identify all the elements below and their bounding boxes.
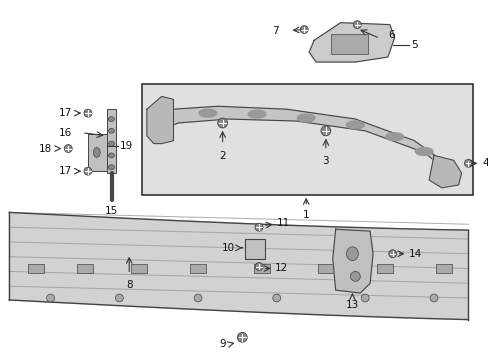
Bar — [435, 264, 451, 273]
Text: 17: 17 — [59, 108, 72, 118]
Circle shape — [217, 118, 227, 128]
Circle shape — [300, 26, 307, 33]
Text: 10: 10 — [222, 243, 235, 253]
Ellipse shape — [350, 271, 360, 281]
Ellipse shape — [108, 141, 114, 146]
Circle shape — [255, 262, 263, 270]
Ellipse shape — [385, 133, 403, 141]
Polygon shape — [428, 156, 461, 188]
Ellipse shape — [108, 165, 114, 170]
Bar — [28, 264, 43, 273]
Ellipse shape — [199, 109, 216, 117]
Polygon shape — [332, 229, 372, 293]
Text: 13: 13 — [345, 300, 358, 310]
Text: 15: 15 — [104, 206, 118, 216]
Bar — [131, 264, 146, 273]
Text: 14: 14 — [407, 249, 421, 259]
Circle shape — [84, 109, 92, 117]
Polygon shape — [157, 106, 448, 180]
Bar — [77, 264, 93, 273]
Circle shape — [388, 250, 396, 258]
Bar — [142, 84, 472, 195]
Ellipse shape — [414, 148, 432, 156]
Bar — [88, 134, 106, 171]
Text: 3: 3 — [322, 156, 328, 166]
Text: 18: 18 — [39, 144, 52, 153]
Polygon shape — [146, 96, 173, 144]
Polygon shape — [9, 212, 468, 320]
Text: 6: 6 — [387, 31, 394, 40]
Text: 8: 8 — [125, 280, 132, 290]
Ellipse shape — [346, 121, 364, 129]
Text: 16: 16 — [59, 128, 72, 138]
Text: 19: 19 — [119, 141, 132, 150]
Circle shape — [255, 223, 263, 231]
Bar — [317, 264, 333, 273]
Text: 1: 1 — [302, 211, 309, 220]
Ellipse shape — [297, 114, 314, 122]
Circle shape — [64, 145, 72, 153]
Bar — [190, 264, 205, 273]
Circle shape — [361, 294, 368, 302]
Ellipse shape — [93, 148, 100, 157]
Text: 9: 9 — [219, 339, 225, 349]
Ellipse shape — [248, 110, 265, 118]
Circle shape — [464, 159, 471, 167]
Circle shape — [46, 294, 54, 302]
Bar — [106, 109, 116, 173]
Ellipse shape — [346, 247, 358, 261]
Text: 2: 2 — [219, 150, 225, 161]
Ellipse shape — [108, 153, 114, 158]
Ellipse shape — [108, 129, 114, 133]
Text: 5: 5 — [410, 40, 417, 50]
Circle shape — [429, 294, 437, 302]
Ellipse shape — [108, 117, 114, 121]
Bar — [254, 264, 269, 273]
Bar — [245, 239, 264, 259]
Text: 11: 11 — [276, 218, 289, 228]
Circle shape — [320, 126, 330, 136]
Circle shape — [353, 21, 361, 28]
Text: 12: 12 — [274, 264, 287, 274]
Text: 4: 4 — [481, 158, 488, 168]
Circle shape — [237, 332, 247, 342]
Bar — [330, 35, 367, 54]
Polygon shape — [308, 23, 394, 62]
Bar — [376, 264, 392, 273]
Circle shape — [115, 294, 123, 302]
Text: 7: 7 — [271, 26, 278, 36]
Circle shape — [272, 294, 280, 302]
Circle shape — [84, 167, 92, 175]
Text: 17: 17 — [59, 166, 72, 176]
Circle shape — [194, 294, 202, 302]
